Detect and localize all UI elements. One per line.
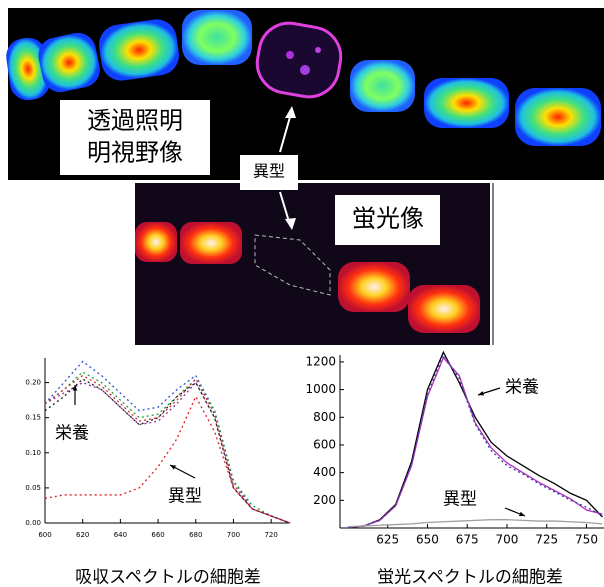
y-tick-label: 0.00 [25, 519, 41, 527]
spectrum-line [347, 519, 603, 528]
annotation: 栄養 [505, 378, 539, 398]
arrow-head [478, 391, 484, 396]
x-tick-label: 720 [264, 531, 277, 539]
fluorescence-image: 蛍光像 異型 [135, 106, 494, 345]
brightfield-label: 透過照明 [87, 107, 183, 135]
x-tick-label: 675 [456, 533, 479, 547]
x-tick-label: 660 [151, 531, 164, 539]
y-tick-label: 1000 [305, 382, 336, 396]
x-tick-label: 750 [575, 533, 598, 547]
annotation: 異型 [443, 490, 477, 510]
spectrum-line [44, 381, 291, 524]
x-tick-label: 640 [114, 531, 127, 539]
brightfield-label: 明視野像 [87, 139, 183, 167]
caption: 蛍光スペクトルの細胞差 [377, 568, 563, 587]
charts: 600 620 640 660 680 700 720 0.00 0.05 0.10 0.15 0.2… [25, 350, 604, 587]
y-tick-label: 200 [313, 493, 336, 507]
annotation: 異型 [168, 487, 202, 507]
x-tick-label: 700 [496, 533, 519, 547]
fluorescence-label: 蛍光像 [352, 205, 424, 233]
heterocyst-label: 異型 [253, 162, 285, 181]
x-tick-label: 680 [189, 531, 202, 539]
x-tick-label: 625 [376, 533, 399, 547]
spectrum-line [347, 350, 603, 528]
y-tick-label: 0.15 [25, 414, 41, 422]
annotation: 栄養 [55, 424, 89, 444]
y-tick-label: 0.05 [25, 484, 41, 492]
y-tick-label: 400 [313, 465, 336, 479]
x-tick-label: 650 [416, 533, 439, 547]
spectrum-line [44, 395, 291, 524]
x-tick-label: 600 [38, 531, 51, 539]
x-tick-label: 725 [535, 533, 558, 547]
arrow-head [72, 385, 78, 391]
arrow-head [519, 511, 525, 517]
x-tick-label: 700 [227, 531, 240, 539]
y-tick-label: 0.20 [25, 379, 41, 387]
caption: 吸収スペクトルの細胞差 [75, 568, 261, 587]
x-tick-label: 620 [76, 531, 89, 539]
y-tick-label: 800 [313, 410, 336, 424]
brightfield-image: 透過照明 明視野像 [6, 8, 604, 180]
y-tick-label: 1200 [305, 354, 336, 368]
y-tick-label: 600 [313, 437, 336, 451]
spectrum-line [347, 356, 603, 528]
arrow-head [170, 465, 176, 470]
y-tick-label: 0.10 [25, 449, 41, 457]
